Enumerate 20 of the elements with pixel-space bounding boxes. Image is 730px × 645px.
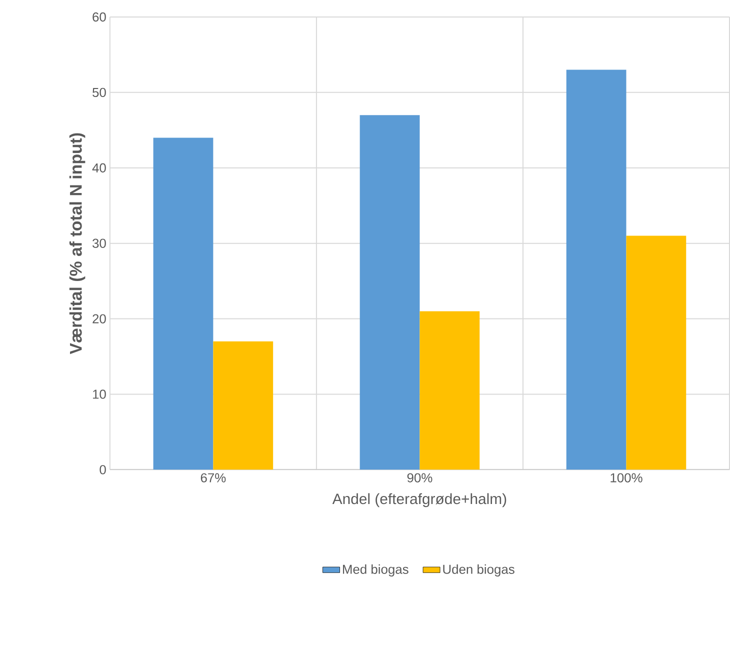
x-axis-title: Andel (efterafgrøde+halm) bbox=[332, 493, 506, 508]
bar bbox=[213, 342, 274, 470]
y-tick-label: 60 bbox=[92, 12, 106, 22]
x-tick-label: 90% bbox=[407, 473, 432, 483]
y-tick-label: 40 bbox=[92, 164, 106, 173]
y-axis-title: Værdital (% af total N input) bbox=[69, 133, 86, 354]
bar bbox=[360, 115, 420, 470]
bar bbox=[626, 236, 686, 470]
y-tick-label: 30 bbox=[92, 238, 106, 248]
y-tick-label: 50 bbox=[92, 88, 106, 98]
x-tick-label: 67% bbox=[200, 473, 226, 483]
y-tick-label: 0 bbox=[100, 465, 106, 474]
legend-label: Med biogas bbox=[343, 564, 408, 577]
bar bbox=[420, 311, 480, 470]
legend-label: Uden biogas bbox=[443, 564, 514, 577]
x-tick-label: 100% bbox=[610, 473, 642, 483]
bar bbox=[566, 70, 626, 470]
bar bbox=[153, 138, 214, 470]
y-tick-label: 20 bbox=[92, 314, 106, 324]
y-tick-label: 10 bbox=[93, 390, 106, 400]
